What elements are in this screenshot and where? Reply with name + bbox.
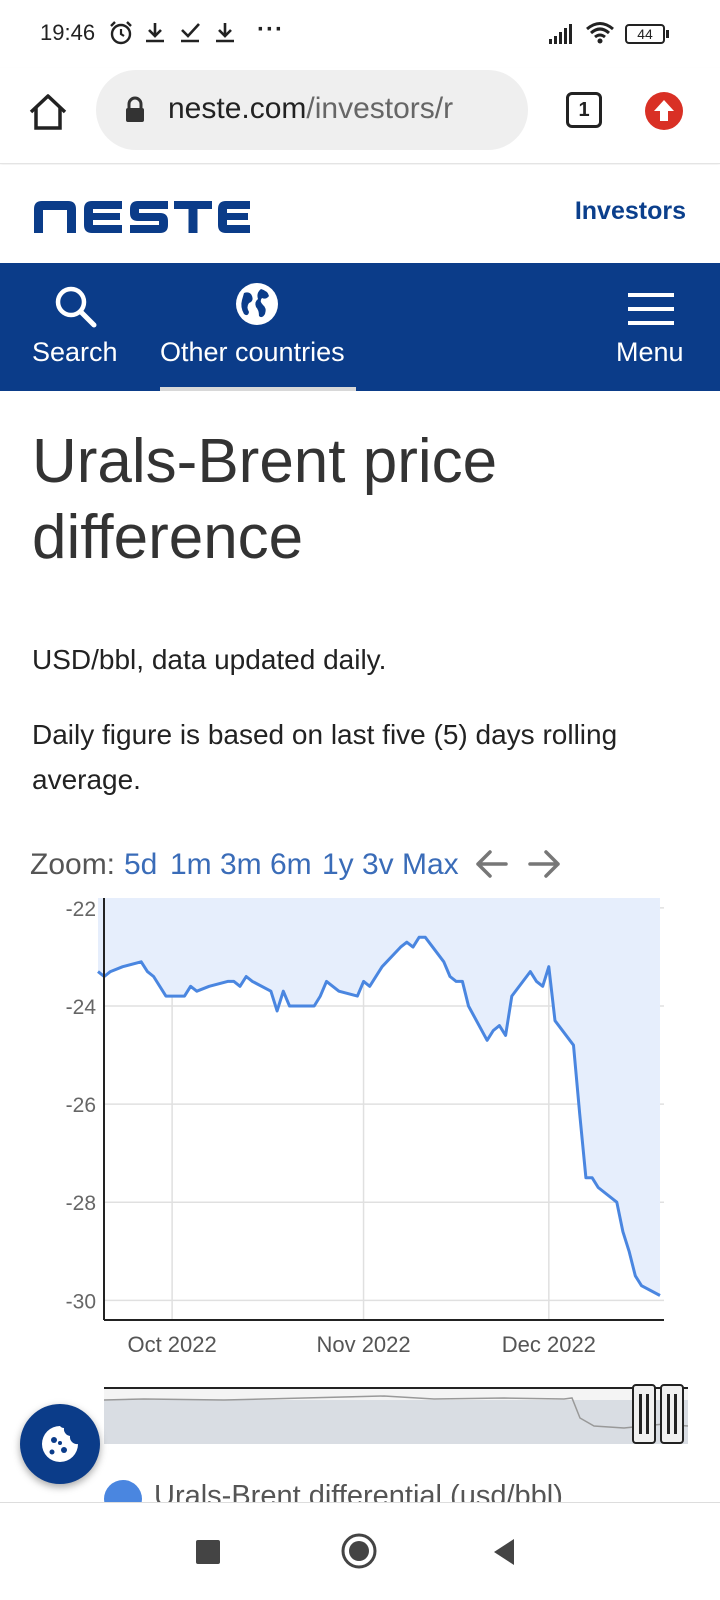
zoom-3v-button[interactable]: 3v [362, 848, 394, 881]
battery-tip [666, 30, 669, 38]
navigator-handle-left[interactable] [632, 1384, 656, 1444]
download-icon-2 [216, 23, 234, 43]
grip-line [646, 1394, 649, 1434]
search-icon [55, 286, 97, 328]
more-notifications-icon: ··· [257, 16, 284, 43]
arrow-right-icon[interactable] [526, 846, 564, 882]
lock-icon [126, 96, 144, 122]
y-tick-label: -24 [66, 996, 97, 1019]
hamburger-menu-icon [628, 293, 674, 325]
grip-line [667, 1394, 670, 1434]
nav-search-button[interactable]: Search [24, 263, 128, 391]
x-tick-label: Nov 2022 [316, 1332, 410, 1357]
site-header: Investors [0, 165, 720, 263]
page-title: Urals-Brent price difference [32, 427, 498, 572]
chart-axes: -22 -24 -26 -28 -30 Oct 2022 Nov 2022 Dec 2022 [66, 898, 664, 1357]
tab-switcher-button[interactable]: 1 [566, 92, 602, 128]
price-difference-chart[interactable]: -22 -24 -26 -28 -30 Oct 2022 Nov 2022 Dec 2022 [0, 898, 720, 1376]
alarm-icon [110, 21, 132, 45]
series-line[interactable] [97, 935, 661, 1297]
zoom-1m-button[interactable]: 1m [170, 848, 212, 881]
navigator-preview [103, 1387, 689, 1444]
globe-icon [236, 283, 278, 325]
grip-line [639, 1394, 642, 1434]
address-bar[interactable]: neste.com/investors/r [96, 70, 528, 150]
battery-level: 44 [637, 26, 653, 42]
browser-toolbar: neste.com/investors/r 1 [0, 68, 720, 164]
navigator-handle-right[interactable] [660, 1384, 684, 1444]
rolling-average-note: Daily figure is based on last five (5) d… [32, 719, 618, 795]
x-tick-label: Dec 2022 [502, 1332, 596, 1357]
chart-range-navigator[interactable] [103, 1384, 689, 1446]
series-area-fill [98, 898, 660, 1296]
x-tick-label: Oct 2022 [127, 1332, 216, 1357]
battery-icon: 44 [625, 24, 665, 44]
zoom-max-button[interactable]: Max [402, 848, 459, 881]
zoom-label: Zoom: [30, 848, 116, 881]
browser-update-button[interactable] [645, 92, 683, 130]
system-navigation-bar [0, 1502, 720, 1600]
arrow-left-icon[interactable] [472, 846, 510, 882]
y-tick-label: -30 [66, 1290, 96, 1313]
status-bar: 19:46 ··· [0, 0, 720, 68]
wifi-icon [586, 22, 614, 44]
zoom-5d-button[interactable]: 5d [124, 848, 158, 881]
nav-menu-label: Menu [616, 337, 684, 367]
zoom-3m-button[interactable]: 3m [220, 848, 262, 881]
home-circle-icon[interactable] [340, 1532, 378, 1570]
grip-line [674, 1394, 677, 1434]
y-tick-label: -28 [66, 1192, 96, 1215]
back-triangle-icon[interactable] [490, 1537, 518, 1567]
main-navigation: Search Other countries Menu [0, 263, 720, 391]
nav-other-countries-label: Other countries [160, 337, 345, 367]
neste-logo-mark [34, 201, 250, 233]
download-icon [146, 23, 164, 43]
arrow-up-icon [654, 100, 674, 121]
y-tick-label: -26 [66, 1094, 96, 1117]
home-icon[interactable] [26, 90, 70, 134]
nav-search-label: Search [32, 337, 118, 367]
download-done-icon [181, 23, 200, 43]
nav-other-countries-button[interactable]: Other countries [158, 263, 356, 391]
y-tick-label: -22 [66, 898, 96, 921]
nav-menu-button[interactable]: Menu [610, 263, 700, 391]
zoom-6m-button[interactable]: 6m [270, 848, 312, 881]
signal-icon [549, 24, 572, 44]
navigator-handle[interactable] [632, 1384, 688, 1446]
status-time: 19:46 [40, 20, 96, 45]
cookie-settings-button[interactable] [20, 1404, 100, 1484]
url-text: neste.com/investors/r [168, 92, 508, 126]
url-path: /investors/r [306, 92, 454, 125]
investors-link[interactable]: Investors [574, 197, 686, 225]
nav-active-indicator [160, 387, 356, 391]
unit-note: USD/bbl, data updated daily. [32, 644, 387, 675]
url-domain: neste.com [168, 92, 307, 125]
zoom-1y-button[interactable]: 1y [322, 848, 354, 881]
recents-icon[interactable] [196, 1540, 220, 1564]
cookie-icon [42, 1426, 78, 1462]
neste-logo[interactable] [34, 199, 250, 240]
